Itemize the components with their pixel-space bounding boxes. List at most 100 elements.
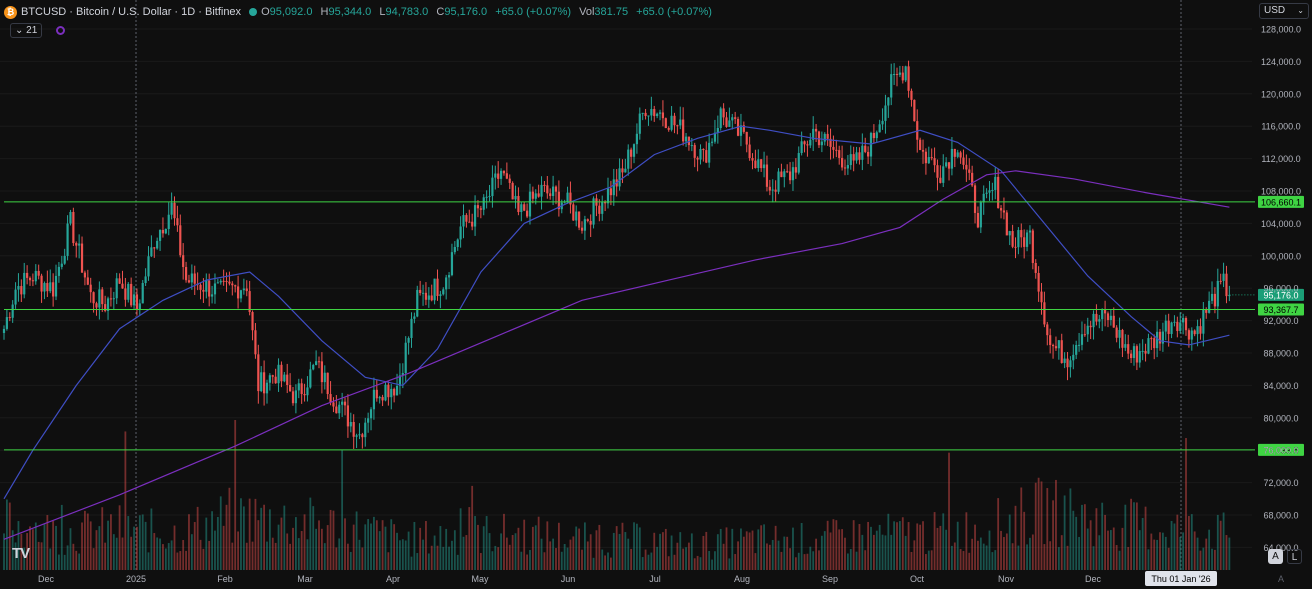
candle xyxy=(291,386,295,406)
auto-icon[interactable]: A xyxy=(1278,574,1285,584)
candle-body xyxy=(523,204,526,211)
candle-body xyxy=(1196,326,1199,335)
volume-bar xyxy=(1219,520,1222,570)
candle xyxy=(332,397,335,413)
candle-body xyxy=(8,317,11,319)
indicator-collapse-button[interactable]: ⌄ 21 xyxy=(10,23,43,38)
candle xyxy=(546,176,549,199)
candle xyxy=(734,111,737,124)
symbol-title[interactable]: BTCUSD · Bitcoin / U.S. Dollar · 1D · Bi… xyxy=(21,6,242,18)
volume-bar xyxy=(757,529,760,570)
volume-bar xyxy=(159,538,161,570)
candle xyxy=(939,165,942,184)
volume-bar xyxy=(1185,438,1187,570)
candle-body xyxy=(303,394,306,396)
candle-body xyxy=(994,176,997,190)
volume-bar xyxy=(1121,527,1124,570)
candle-body xyxy=(1173,321,1176,323)
candle xyxy=(1005,210,1008,236)
volume-bar xyxy=(1144,506,1147,570)
candle-body xyxy=(710,141,714,143)
currency-selector[interactable]: USD ⌄ xyxy=(1259,3,1309,19)
candle-body xyxy=(130,283,133,306)
candle xyxy=(419,280,422,296)
candle-body xyxy=(1228,294,1231,297)
candle-body xyxy=(1063,358,1066,363)
volume-bar xyxy=(173,525,176,570)
candle-body xyxy=(985,192,988,194)
candle-body xyxy=(228,281,231,284)
candle xyxy=(447,272,451,290)
candle-body xyxy=(421,292,425,294)
volume-bar xyxy=(427,553,430,570)
candle-body xyxy=(234,285,237,287)
volume-bar xyxy=(494,545,497,570)
candle-body xyxy=(971,172,974,186)
candle xyxy=(485,190,488,209)
candle xyxy=(268,373,271,391)
candle-body xyxy=(661,112,665,119)
candle-body xyxy=(638,113,641,134)
candle-body xyxy=(20,286,23,295)
volume-bar xyxy=(1069,488,1072,570)
candle-body xyxy=(1069,360,1072,368)
volume-bar xyxy=(1089,520,1092,570)
candle-body xyxy=(676,125,679,127)
auto-scale-button[interactable]: A xyxy=(1268,549,1283,564)
candle xyxy=(890,63,893,106)
volume-bar xyxy=(792,527,794,570)
volume-bar xyxy=(1179,536,1182,570)
candle xyxy=(410,312,413,348)
volume-bar xyxy=(115,537,118,570)
candle-body xyxy=(260,372,263,392)
candle xyxy=(786,164,789,174)
candle xyxy=(809,133,812,149)
volume-bar xyxy=(17,521,20,570)
candle-body xyxy=(141,282,144,304)
tradingview-logo[interactable]: TV xyxy=(12,545,30,562)
candle-body xyxy=(572,204,575,221)
volume-bar xyxy=(592,557,595,570)
candle-body xyxy=(696,157,699,160)
volume-bar xyxy=(413,521,416,570)
candle xyxy=(106,296,110,320)
candle xyxy=(329,381,332,406)
volume-bar xyxy=(844,537,846,570)
candle xyxy=(1025,229,1029,252)
volume-bar xyxy=(20,533,23,570)
candle xyxy=(676,124,679,135)
low-value: 94,783.0 xyxy=(385,6,429,18)
candle-body xyxy=(190,273,193,283)
candle-body xyxy=(147,256,150,277)
candle xyxy=(962,149,965,170)
volume-bar xyxy=(650,552,653,570)
candle-body xyxy=(540,184,543,197)
candle-body xyxy=(323,372,326,383)
candle-body xyxy=(95,303,98,308)
candle xyxy=(416,285,419,318)
candle-body xyxy=(739,125,743,136)
candle xyxy=(774,180,777,202)
candle xyxy=(234,284,237,293)
volume-bar xyxy=(81,522,83,570)
volume-bar xyxy=(1014,505,1017,570)
candle xyxy=(846,155,849,175)
indicator-icon[interactable] xyxy=(56,26,66,35)
candle-body xyxy=(291,391,295,404)
candle-body xyxy=(780,171,783,178)
candle-body xyxy=(170,202,173,215)
volume-bar xyxy=(225,504,228,570)
log-scale-button[interactable]: L xyxy=(1287,549,1302,564)
candle xyxy=(222,269,225,286)
volume-bar xyxy=(1156,539,1159,570)
volume-bar xyxy=(124,431,127,570)
candle-body xyxy=(156,240,159,249)
candle xyxy=(601,195,604,221)
candle xyxy=(835,139,838,158)
volume-bar xyxy=(254,498,257,570)
volume-bar xyxy=(468,507,471,570)
volume-bar xyxy=(1008,514,1011,570)
candle xyxy=(578,211,581,231)
volume-bar xyxy=(1112,527,1115,570)
